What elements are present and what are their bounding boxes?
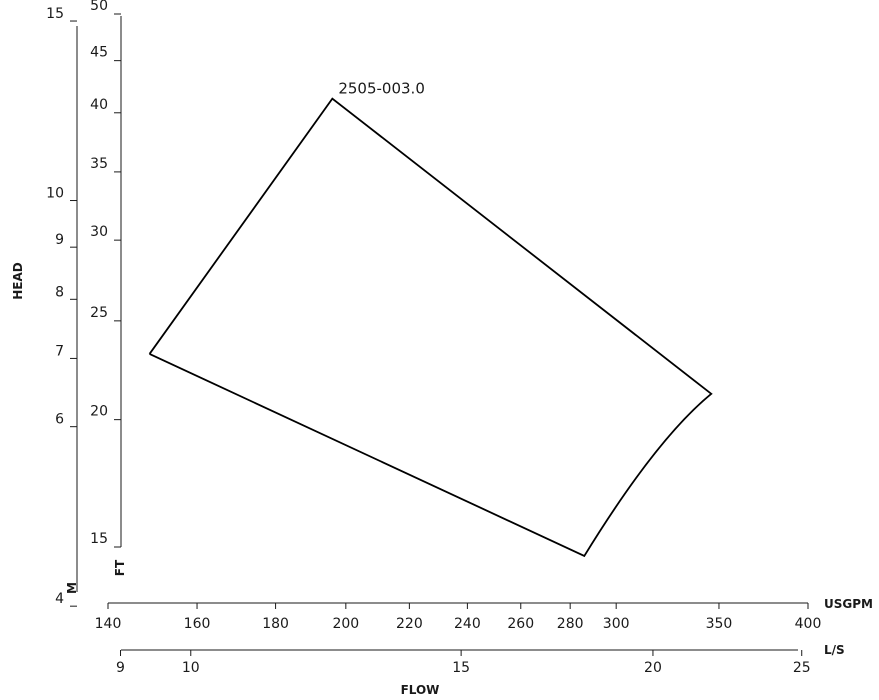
- curve-envelope: [148, 97, 713, 558]
- m-tick-label: 10: [46, 186, 64, 202]
- usgpm-tick-label: 400: [795, 616, 822, 632]
- ft-unit-label: FT: [113, 559, 127, 576]
- ls-tick-label: 10: [182, 660, 200, 676]
- y-axis-title: HEAD: [11, 262, 25, 300]
- ls-ticks: 9 10 15 20 25: [116, 650, 811, 676]
- usgpm-tick-label: 180: [262, 616, 289, 632]
- usgpm-tick-label: 220: [396, 616, 423, 632]
- ft-tick-label: 30: [90, 224, 108, 240]
- axes-group: [76, 16, 808, 651]
- usgpm-tick-label: 240: [454, 616, 481, 632]
- ls-tick-label: 25: [793, 660, 811, 676]
- usgpm-tick-label: 260: [507, 616, 534, 632]
- ls-tick-label: 9: [116, 660, 125, 676]
- m-tick-label: 9: [55, 232, 64, 248]
- usgpm-tick-label: 160: [184, 616, 211, 632]
- usgpm-ticks: 140 160 180 200 220 240 260 280 300 350 400: [95, 603, 822, 632]
- m-tick-label: 8: [55, 284, 64, 300]
- usgpm-tick-label: 280: [557, 616, 584, 632]
- curve-label: 2505-003.0: [338, 80, 425, 98]
- ft-tick-label: 25: [90, 305, 108, 321]
- x-axis-title: FLOW: [401, 683, 440, 697]
- ft-tick-label: 45: [90, 45, 108, 61]
- usgpm-tick-label: 350: [706, 616, 733, 632]
- m-tick-label: 6: [55, 412, 64, 428]
- usgpm-tick-label: 200: [332, 616, 359, 632]
- ft-ticks: 15 20 25 30 35 40 45 50: [90, 0, 121, 548]
- usgpm-tick-label: 300: [603, 616, 630, 632]
- ls-tick-label: 20: [644, 660, 662, 676]
- usgpm-unit-label: USGPM: [824, 597, 873, 611]
- m-tick-label: 4: [55, 591, 64, 607]
- curves: 2505-003.0: [148, 80, 713, 558]
- ls-unit-label: L/S: [824, 643, 845, 657]
- ft-tick-label: 15: [90, 531, 108, 547]
- m-ticks: 4 6 7 8 9 10 15: [46, 6, 77, 607]
- ft-tick-label: 20: [90, 404, 108, 420]
- ft-tick-label: 50: [90, 0, 108, 14]
- ft-tick-label: 35: [90, 156, 108, 172]
- ls-tick-label: 15: [452, 660, 470, 676]
- usgpm-tick-label: 140: [95, 616, 122, 632]
- m-unit-label: M: [65, 582, 79, 594]
- m-tick-label: 15: [46, 6, 64, 22]
- m-tick-label: 7: [55, 343, 64, 359]
- ft-tick-label: 40: [90, 97, 108, 113]
